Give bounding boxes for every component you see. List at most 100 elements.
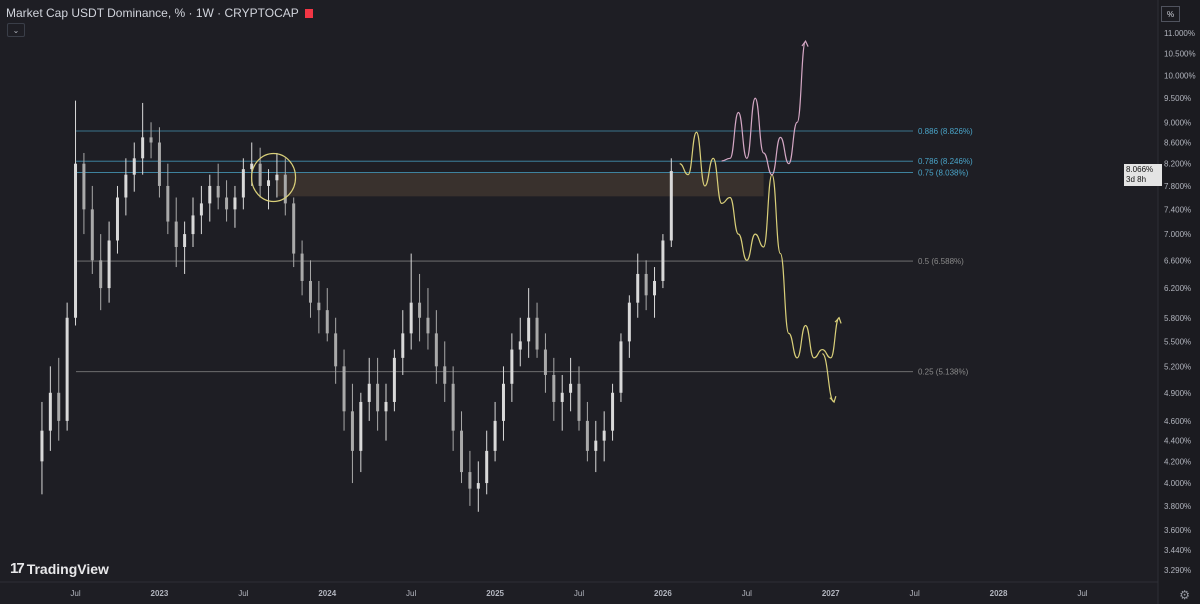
candle-body <box>174 221 178 247</box>
x-tick-label: Jul <box>406 589 416 598</box>
candle-body <box>283 174 287 204</box>
price-axis-panel <box>1158 0 1200 604</box>
candle-body <box>501 383 505 421</box>
candle-body <box>485 450 489 484</box>
y-tick-label: 8.600% <box>1164 139 1191 148</box>
chevron-down-icon[interactable]: ⌄ <box>7 23 25 37</box>
fib-level-label: 0.75 (8.038%) <box>918 169 969 178</box>
candle-body <box>384 401 388 412</box>
candle-body <box>409 302 413 334</box>
y-tick-label: 3.600% <box>1164 526 1191 535</box>
candle-body <box>401 333 405 358</box>
candle-body <box>300 253 304 281</box>
tradingview-mark-icon: 17 <box>10 560 25 577</box>
candle-countdown: 3d 8h <box>1126 175 1147 185</box>
candle-body <box>451 383 455 431</box>
x-tick-label: 2025 <box>486 589 504 598</box>
x-tick-label: 2026 <box>654 589 672 598</box>
y-tick-label: 9.500% <box>1164 94 1191 103</box>
candle-body <box>107 240 111 289</box>
last-price-tag: 8.066% 3d 8h <box>1124 164 1162 187</box>
fib-level-label: 0.886 (8.826%) <box>918 127 973 136</box>
y-tick-label: 5.800% <box>1164 314 1191 323</box>
symbol-title: Market Cap USDT Dominance, % · 1W · CRYP… <box>6 6 299 20</box>
y-tick-label: 8.200% <box>1164 160 1191 169</box>
symbol-header[interactable]: Market Cap USDT Dominance, % · 1W · CRYP… <box>6 6 313 20</box>
candle-body <box>166 185 170 222</box>
x-tick-label: 2024 <box>318 589 336 598</box>
y-tick-label: 5.500% <box>1164 337 1191 346</box>
candle-body <box>57 392 61 421</box>
candle-body <box>653 280 657 296</box>
candle-body <box>325 310 329 334</box>
candle-body <box>99 260 103 289</box>
y-tick-label: 3.800% <box>1164 502 1191 511</box>
candle-body <box>669 171 673 241</box>
candle-body <box>543 349 547 375</box>
candle-body <box>241 169 245 198</box>
x-tick-label: 2028 <box>990 589 1008 598</box>
x-tick-label: 2027 <box>822 589 840 598</box>
candle-body <box>367 383 371 402</box>
candle-body <box>275 174 279 181</box>
candle-body <box>292 203 296 254</box>
candle-body <box>426 317 430 334</box>
candle-body <box>535 317 539 350</box>
scale-mode-button[interactable]: % <box>1161 6 1180 22</box>
y-tick-label: 4.900% <box>1164 389 1191 398</box>
y-tick-label: 4.000% <box>1164 479 1191 488</box>
candle-body <box>585 420 589 451</box>
candle-body <box>90 209 94 261</box>
candle-body <box>225 197 229 210</box>
candle-body <box>560 392 564 402</box>
candle-body <box>443 366 447 384</box>
candle-body <box>460 430 464 473</box>
candle-body <box>468 472 472 489</box>
candle-body <box>48 392 52 431</box>
y-tick-label: 3.440% <box>1164 546 1191 555</box>
y-tick-label: 4.200% <box>1164 457 1191 466</box>
candle-body <box>493 420 497 451</box>
candle-body <box>82 163 86 210</box>
candle-body <box>552 374 556 402</box>
candle-body <box>636 273 640 303</box>
x-tick-label: Jul <box>910 589 920 598</box>
y-tick-label: 10.500% <box>1164 50 1196 59</box>
fib-level-label: 0.786 (8.246%) <box>918 157 973 166</box>
y-tick-label: 9.000% <box>1164 118 1191 127</box>
candle-body <box>132 158 136 175</box>
last-price-value: 8.066% <box>1126 165 1154 175</box>
fib-level-label: 0.25 (5.138%) <box>918 368 969 377</box>
candle-body <box>644 273 648 296</box>
candle-body <box>577 383 581 421</box>
candle-body <box>350 411 354 451</box>
y-tick-label: 3.290% <box>1164 566 1191 575</box>
candle-body <box>191 215 195 235</box>
candle-body <box>141 137 145 159</box>
brand-name: TradingView <box>26 560 109 577</box>
y-tick-label: 7.000% <box>1164 230 1191 239</box>
candle-body <box>602 430 606 441</box>
candle-body <box>124 174 128 198</box>
x-tick-label: Jul <box>238 589 248 598</box>
candle-body <box>418 302 422 318</box>
projection-arrowhead <box>829 396 837 404</box>
candle-body <box>392 357 396 402</box>
flag-icon[interactable] <box>304 8 313 18</box>
projection-path <box>821 353 835 403</box>
x-tick-label: Jul <box>742 589 752 598</box>
candle-body <box>434 333 438 367</box>
resistance-zone <box>276 173 764 197</box>
gear-icon[interactable]: ⚙ <box>1179 588 1190 602</box>
candle-body <box>594 440 598 451</box>
candle-body <box>611 392 615 431</box>
y-tick-label: 5.200% <box>1164 362 1191 371</box>
candle-body <box>619 341 623 393</box>
candle-body <box>115 197 119 241</box>
x-tick-label: Jul <box>70 589 80 598</box>
x-tick-label: Jul <box>574 589 584 598</box>
y-tick-label: 7.400% <box>1164 205 1191 214</box>
x-tick-label: 2023 <box>151 589 169 598</box>
y-tick-label: 10.000% <box>1164 71 1196 80</box>
